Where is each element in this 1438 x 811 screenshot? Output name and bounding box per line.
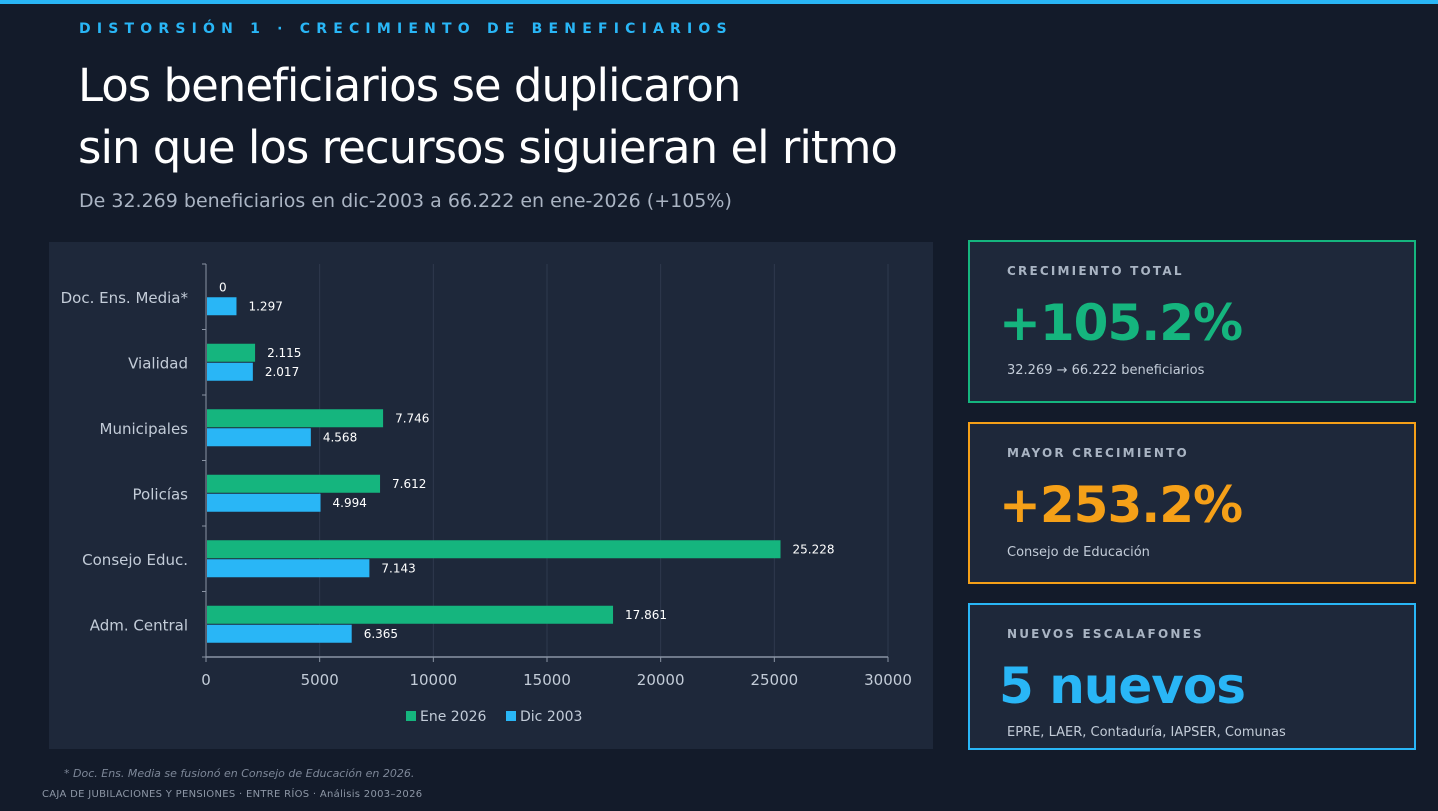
section-kicker: DISTORSIÓN 1 · CRECIMIENTO DE BENEFICIAR… — [79, 21, 733, 37]
footer: CAJA DE JUBILACIONES Y PENSIONES · ENTRE… — [42, 789, 423, 800]
card-detail: EPRE, LAER, Contaduría, IAPSER, Comunas — [1007, 725, 1286, 740]
category-label: Consejo Educ. — [82, 551, 188, 569]
title-line-2: sin que los recursos siguieran el ritmo — [78, 121, 898, 174]
x-tick-label: 5000 — [301, 671, 339, 689]
legend-swatch — [406, 711, 416, 721]
bar-ene-2026 — [207, 343, 256, 362]
bar-value-label: 2.115 — [267, 346, 301, 360]
footnote: * Doc. Ens. Media se fusionó en Consejo … — [64, 767, 415, 780]
category-label: Policías — [133, 485, 189, 503]
bar-value-label: 4.994 — [333, 496, 367, 510]
title-line-1: Los beneficiarios se duplicaron — [78, 59, 741, 112]
bar-value-label: 0 — [219, 280, 227, 294]
bar-value-label: 1.297 — [248, 299, 282, 313]
bar-chart: 0 1.297 Doc. Ens. Media* 2.115 2.017 Vialidad… — [61, 263, 912, 725]
category-label: Doc. Ens. Media* — [61, 289, 189, 307]
page-title: Los beneficiarios se duplicaron sin que … — [78, 55, 978, 179]
bar-value-label: 17.861 — [625, 608, 667, 622]
card-label: NUEVOS ESCALAFONES — [1007, 627, 1204, 641]
bar-dic-2003 — [207, 559, 370, 578]
bar-value-label: 7.746 — [395, 411, 429, 425]
category-label: Municipales — [100, 420, 189, 438]
x-tick-label: 25000 — [750, 671, 798, 689]
bar-dic-2003 — [207, 493, 321, 512]
x-tick-label: 30000 — [864, 671, 912, 689]
bar-value-label: 7.143 — [381, 561, 415, 575]
bar-value-label: 25.228 — [793, 542, 835, 556]
bar-ene-2026 — [207, 409, 384, 428]
bar-value-label: 7.612 — [392, 477, 426, 491]
bar-dic-2003 — [207, 362, 253, 381]
bar-value-label: 6.365 — [364, 627, 398, 641]
card-value: +253.2% — [999, 476, 1243, 534]
bar-value-label: 2.017 — [265, 365, 299, 379]
top-accent-bar — [0, 0, 1438, 4]
card-total-growth: CRECIMIENTO TOTAL +105.2% 32.269 → 66.22… — [968, 240, 1416, 403]
x-tick-label: 0 — [201, 671, 211, 689]
card-largest-growth: MAYOR CRECIMIENTO +253.2% Consejo de Edu… — [968, 422, 1416, 584]
bar-dic-2003 — [207, 428, 311, 447]
card-detail: 32.269 → 66.222 beneficiarios — [1007, 363, 1205, 378]
bar-value-label: 4.568 — [323, 430, 357, 444]
legend-swatch — [506, 711, 516, 721]
bar-ene-2026 — [207, 540, 781, 559]
category-label: Vialidad — [128, 354, 188, 372]
bar-dic-2003 — [207, 297, 237, 316]
x-tick-label: 15000 — [523, 671, 571, 689]
card-detail: Consejo de Educación — [1007, 545, 1150, 560]
legend-label: Dic 2003 — [520, 709, 582, 725]
x-tick-label: 10000 — [409, 671, 457, 689]
page-subtitle: De 32.269 beneficiarios en dic-2003 a 66… — [79, 190, 732, 212]
bar-ene-2026 — [207, 474, 381, 493]
chart-panel: 0 1.297 Doc. Ens. Media* 2.115 2.017 Vialidad… — [49, 242, 933, 749]
legend-label: Ene 2026 — [420, 709, 487, 725]
card-value: +105.2% — [999, 294, 1243, 352]
x-tick-label: 20000 — [637, 671, 685, 689]
bar-dic-2003 — [207, 624, 352, 643]
bar-ene-2026 — [207, 605, 614, 624]
card-new-scales: NUEVOS ESCALAFONES 5 nuevos EPRE, LAER, … — [968, 603, 1416, 750]
card-label: CRECIMIENTO TOTAL — [1007, 264, 1184, 278]
card-label: MAYOR CRECIMIENTO — [1007, 446, 1189, 460]
card-value: 5 nuevos — [999, 657, 1246, 715]
category-label: Adm. Central — [90, 616, 188, 634]
